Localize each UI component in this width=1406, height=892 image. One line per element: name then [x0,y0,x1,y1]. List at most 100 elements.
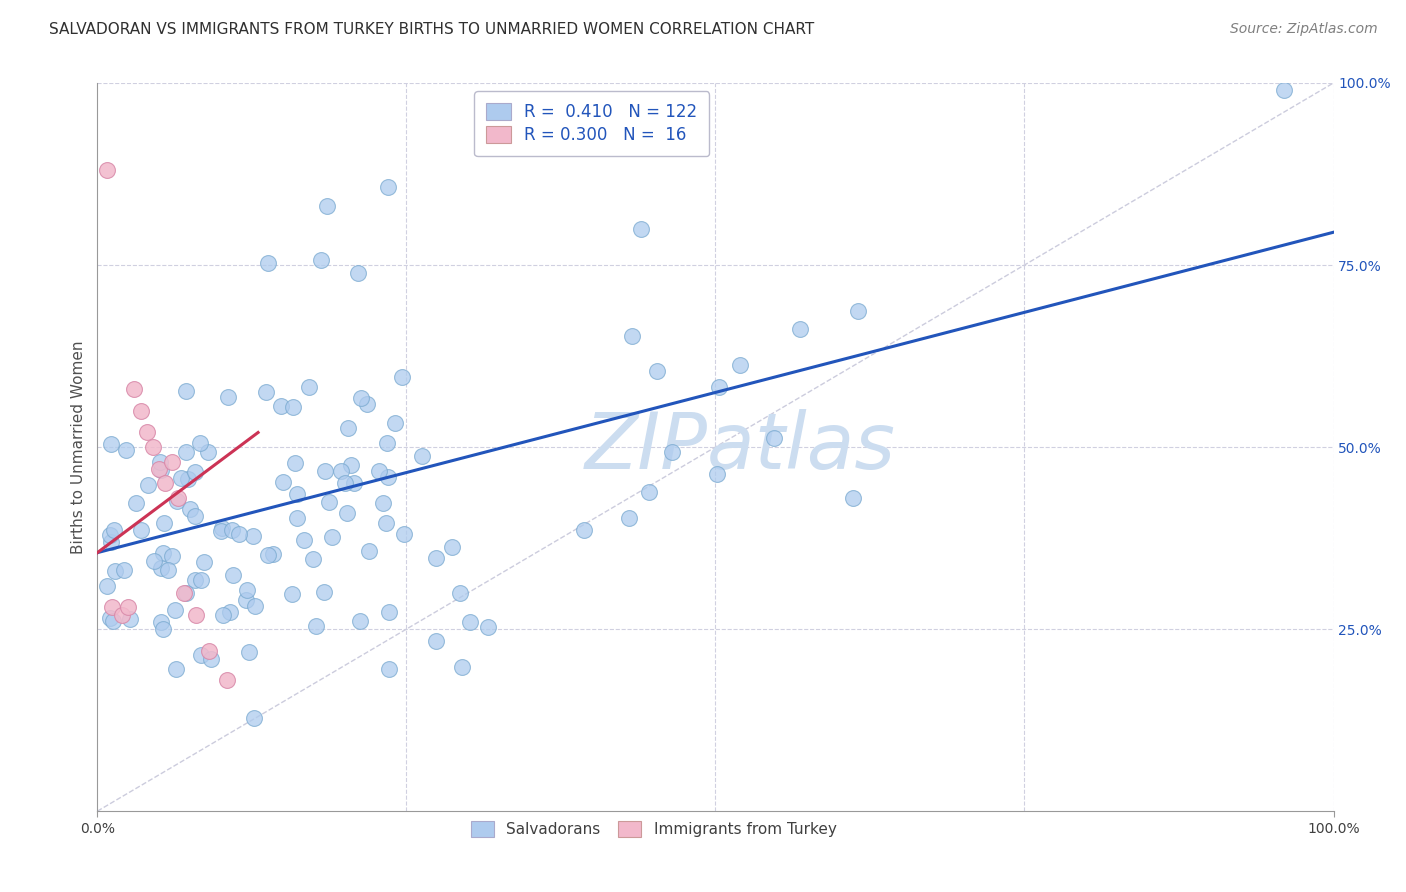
Point [98,528,121,542]
Point [96,163,118,178]
Text: ZIPatlas: ZIPatlas [585,409,896,485]
Point [294,533,316,548]
Point [170,471,193,485]
Point [254,385,277,400]
Point [235,593,257,607]
Point [574,524,596,538]
Point [103,523,125,537]
Point [138,478,160,492]
Point [165,662,187,676]
Point [256,549,278,563]
Point [150,463,173,477]
Point [236,582,259,597]
Point [173,585,195,599]
Point [100,535,122,549]
Point [384,416,406,430]
Point [152,546,174,560]
Point [335,475,357,490]
Point [280,587,302,601]
Point [217,390,239,404]
Point [190,573,212,587]
Point [129,523,152,537]
Point [411,449,433,463]
Point [149,560,172,574]
Point [174,444,197,458]
Point [166,494,188,508]
Point [166,491,188,505]
Point [104,564,127,578]
Point [630,222,652,236]
Point [114,442,136,457]
Point [190,436,212,450]
Point [101,600,124,615]
Point [284,456,307,470]
Point [298,380,321,394]
Point [661,445,683,459]
Point [242,529,264,543]
Y-axis label: Births to Unmarried Women: Births to Unmarried Women [72,341,86,554]
Point [160,455,183,469]
Point [451,660,474,674]
Point [174,384,197,399]
Point [156,563,179,577]
Point [377,470,399,484]
Point [762,431,785,445]
Point [152,623,174,637]
Point [211,521,233,535]
Point [377,605,399,619]
Point [789,322,811,336]
Point [285,487,308,501]
Point [374,516,396,530]
Point [183,465,205,479]
Point [125,496,148,510]
Point [449,586,471,600]
Point [336,421,359,435]
Point [262,547,284,561]
Point [707,380,730,394]
Point [211,607,233,622]
Point [238,645,260,659]
Point [373,496,395,510]
Point [375,435,398,450]
Point [425,634,447,648]
Point [440,540,463,554]
Point [730,358,752,372]
Point [706,467,728,481]
Point [318,495,340,509]
Point [177,472,200,486]
Point [356,397,378,411]
Point [120,612,142,626]
Point [217,673,239,687]
Point [321,530,343,544]
Point [149,615,172,629]
Point [129,403,152,417]
Point [148,462,170,476]
Point [197,644,219,658]
Point [846,303,869,318]
Point [143,554,166,568]
Point [228,527,250,541]
Point [270,399,292,413]
Point [314,464,336,478]
Point [257,256,280,270]
Point [458,615,481,629]
Point [135,425,157,440]
Point [283,401,305,415]
Point [271,475,294,489]
Point [1272,83,1295,97]
Point [193,555,215,569]
Point [186,607,208,622]
Point [155,476,177,491]
Point [349,614,371,628]
Point [103,614,125,628]
Point [340,458,363,472]
Point [377,179,399,194]
Point [316,199,339,213]
Point [368,464,391,478]
Legend: Salvadorans, Immigrants from Turkey: Salvadorans, Immigrants from Turkey [464,815,842,844]
Point [117,600,139,615]
Text: SALVADORAN VS IMMIGRANTS FROM TURKEY BIRTHS TO UNMARRIED WOMEN CORRELATION CHART: SALVADORAN VS IMMIGRANTS FROM TURKEY BIR… [49,22,814,37]
Point [285,510,308,524]
Point [425,551,447,566]
Point [343,476,366,491]
